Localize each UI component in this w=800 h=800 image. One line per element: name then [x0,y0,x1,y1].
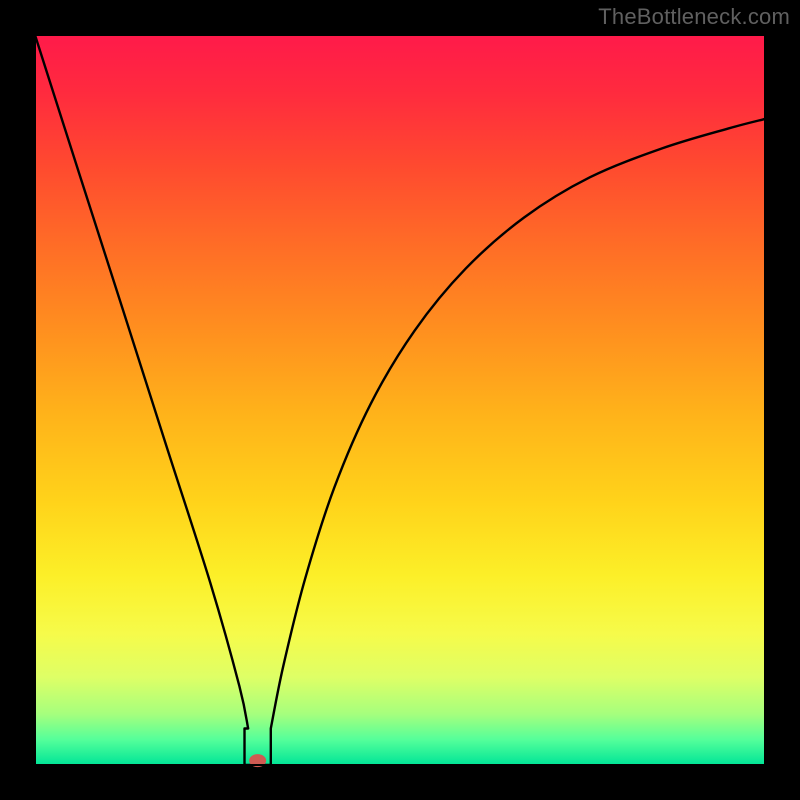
chart-stage: TheBottleneck.com [0,0,800,800]
watermark: TheBottleneck.com [598,4,790,30]
bottleneck-chart [0,0,800,800]
plot-area [35,35,765,765]
